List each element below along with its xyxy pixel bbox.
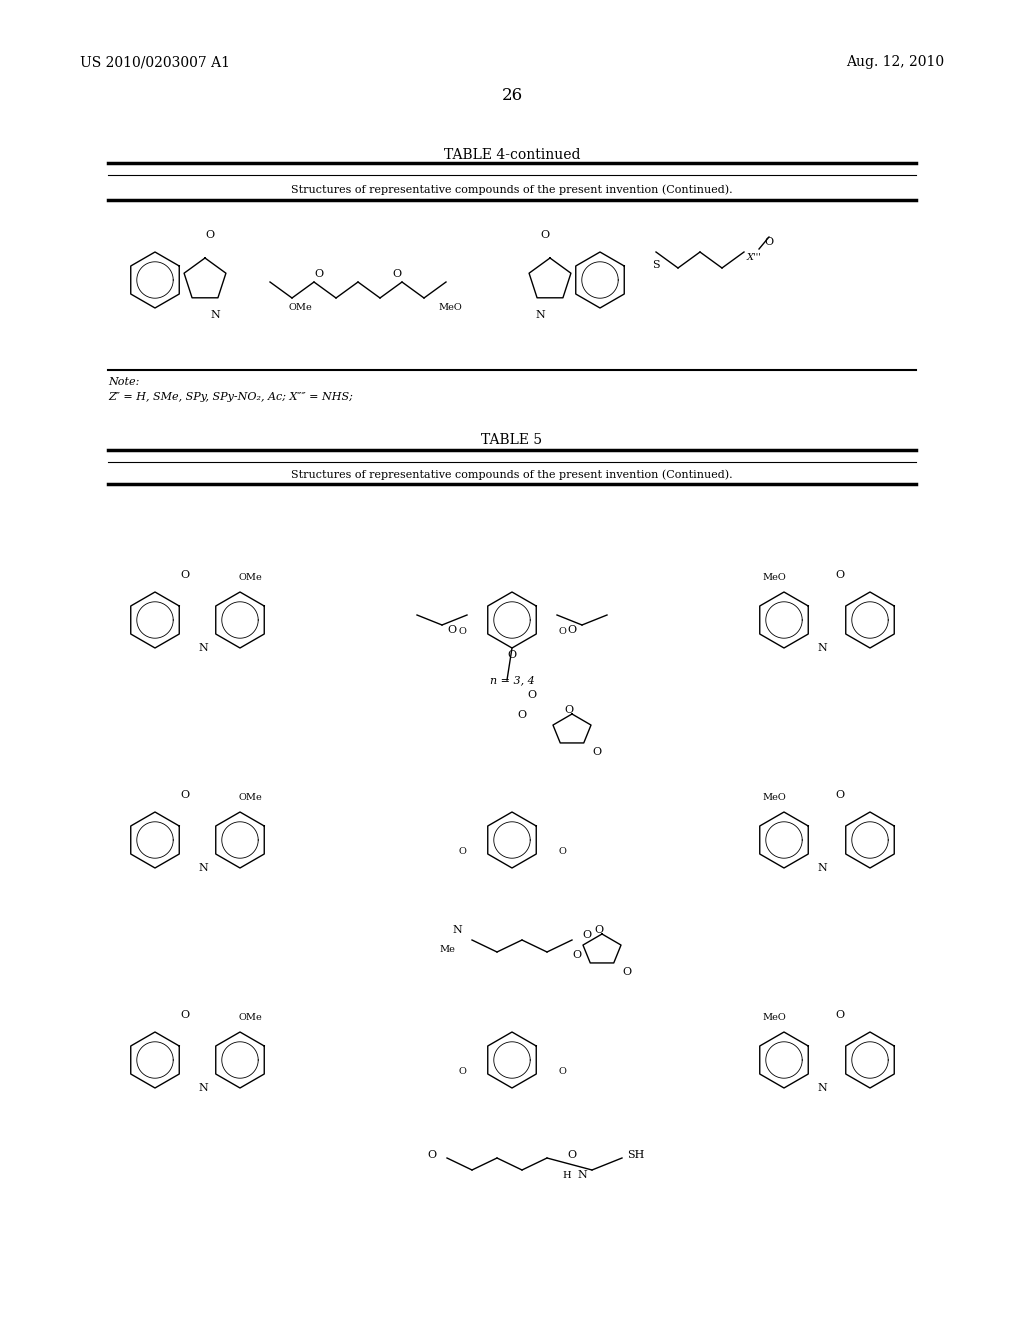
Text: O: O — [558, 1068, 566, 1077]
Text: X''': X''' — [746, 252, 762, 261]
Text: O: O — [836, 1010, 845, 1020]
Text: O: O — [558, 847, 566, 857]
Text: OMe: OMe — [288, 304, 312, 313]
Text: N: N — [817, 1082, 826, 1093]
Text: MeO: MeO — [762, 1014, 785, 1023]
Text: O: O — [595, 925, 603, 935]
Text: O: O — [527, 690, 537, 700]
Text: O: O — [508, 649, 516, 660]
Text: N: N — [198, 1082, 208, 1093]
Text: TABLE 5: TABLE 5 — [481, 433, 543, 447]
Text: O: O — [206, 230, 215, 240]
Text: OMe: OMe — [239, 1014, 262, 1023]
Text: N: N — [817, 643, 826, 653]
Text: O: O — [567, 1150, 577, 1160]
Text: N: N — [453, 925, 462, 935]
Text: N: N — [198, 863, 208, 873]
Text: O: O — [180, 570, 189, 579]
Text: OMe: OMe — [239, 793, 262, 803]
Text: O: O — [427, 1150, 436, 1160]
Text: O: O — [836, 789, 845, 800]
Text: O: O — [572, 950, 582, 960]
Text: OMe: OMe — [239, 573, 262, 582]
Text: O: O — [623, 968, 632, 977]
Text: O: O — [314, 269, 324, 279]
Text: N: N — [817, 863, 826, 873]
Text: US 2010/0203007 A1: US 2010/0203007 A1 — [80, 55, 230, 69]
Text: O: O — [836, 570, 845, 579]
Text: O: O — [541, 230, 550, 240]
Text: N: N — [578, 1170, 587, 1180]
Text: N: N — [210, 310, 220, 319]
Text: Structures of representative compounds of the present invention (Continued).: Structures of representative compounds o… — [291, 470, 733, 480]
Text: Note:: Note: — [108, 378, 139, 387]
Text: H: H — [562, 1171, 571, 1180]
Text: O: O — [458, 847, 466, 857]
Text: Me: Me — [439, 945, 455, 954]
Text: N: N — [198, 643, 208, 653]
Text: SH: SH — [627, 1150, 644, 1160]
Text: MeO: MeO — [762, 573, 785, 582]
Text: Aug. 12, 2010: Aug. 12, 2010 — [846, 55, 944, 69]
Text: O: O — [180, 1010, 189, 1020]
Text: O: O — [180, 789, 189, 800]
Text: n = 3, 4: n = 3, 4 — [489, 675, 535, 685]
Text: O: O — [765, 238, 773, 247]
Text: MeO: MeO — [762, 793, 785, 803]
Text: O: O — [583, 931, 592, 940]
Text: O: O — [567, 624, 577, 635]
Text: O: O — [558, 627, 566, 636]
Text: S: S — [652, 260, 659, 271]
Text: MeO: MeO — [438, 304, 462, 313]
Text: O: O — [392, 269, 401, 279]
Text: O: O — [564, 705, 573, 715]
Text: O: O — [458, 1068, 466, 1077]
Text: Structures of representative compounds of the present invention (Continued).: Structures of representative compounds o… — [291, 185, 733, 195]
Text: O: O — [447, 624, 457, 635]
Text: 26: 26 — [502, 87, 522, 103]
Text: O: O — [517, 710, 526, 719]
Text: N: N — [536, 310, 545, 319]
Text: O: O — [458, 627, 466, 636]
Text: TABLE 4-continued: TABLE 4-continued — [443, 148, 581, 162]
Text: Z″ = H, SMe, SPy, SPy-NO₂, Ac; X″″ = NHS;: Z″ = H, SMe, SPy, SPy-NO₂, Ac; X″″ = NHS… — [108, 392, 353, 403]
Text: O: O — [593, 747, 601, 756]
